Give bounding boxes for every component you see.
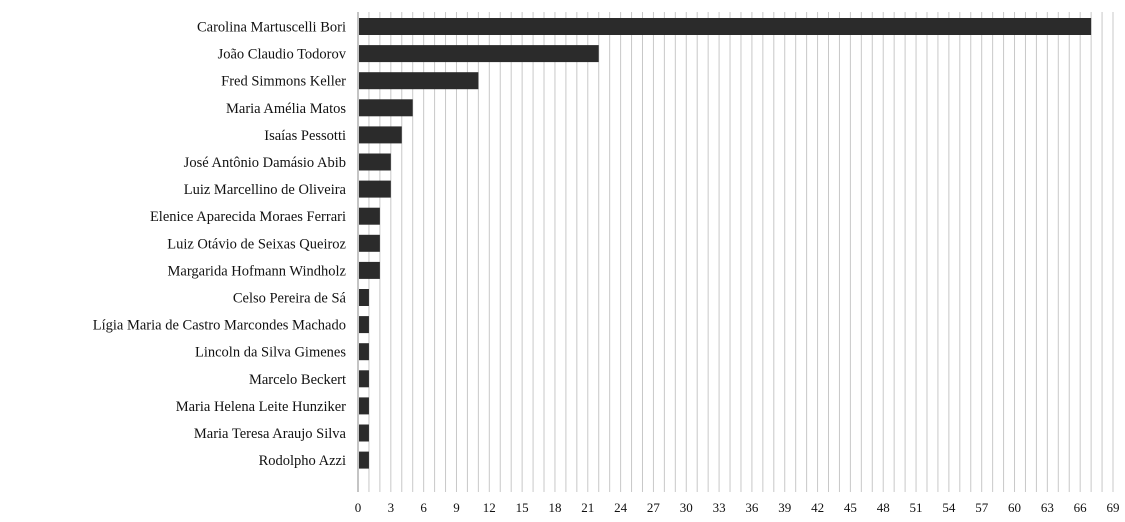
category-label: Margarida Hofmann Windholz <box>168 263 347 279</box>
bar <box>359 289 369 306</box>
bar <box>359 424 369 442</box>
category-label: Maria Helena Leite Hunziker <box>176 399 346 415</box>
x-tick-label: 0 <box>355 500 362 515</box>
category-label: Marcelo Beckert <box>249 372 346 388</box>
bar <box>359 397 369 415</box>
category-label: Celso Pereira de Sá <box>233 291 347 307</box>
bar <box>359 207 380 225</box>
x-tick-label: 30 <box>680 500 693 515</box>
bar <box>359 451 369 469</box>
bar <box>359 180 391 198</box>
category-labels: Carolina Martuscelli Bori João Claudio To… <box>93 20 347 470</box>
bar <box>359 316 369 334</box>
bar <box>359 99 413 117</box>
x-tick-label: 39 <box>778 500 791 515</box>
bar <box>359 72 479 90</box>
x-tick-label: 12 <box>483 500 496 515</box>
x-tick-label: 15 <box>516 500 529 515</box>
bar <box>359 153 391 171</box>
category-label: Luiz Marcellino de Oliveira <box>184 182 347 198</box>
x-tick-label: 63 <box>1041 500 1054 515</box>
x-tick-label: 18 <box>548 500 561 515</box>
x-tick-label: 51 <box>910 500 923 515</box>
x-tick-label: 33 <box>713 500 726 515</box>
category-label: Fred Simmons Keller <box>221 74 346 90</box>
category-label: João Claudio Todorov <box>218 47 347 63</box>
x-tick-label: 9 <box>453 500 460 515</box>
gridlines <box>357 12 1114 492</box>
category-label: Lincoln da Silva Gimenes <box>195 345 346 361</box>
x-tick-label: 6 <box>420 500 427 515</box>
x-tick-label: 24 <box>614 500 628 515</box>
category-label: Lígia Maria de Castro Marcondes Machado <box>93 318 346 334</box>
x-tick-label: 27 <box>647 500 661 515</box>
x-tick-label: 66 <box>1074 500 1088 515</box>
category-label: Maria Teresa Araujo Silva <box>194 426 347 442</box>
bar <box>359 126 402 144</box>
x-tick-labels: 0 3 6 9 12 15 18 21 24 27 30 33 36 39 42 45 48 51 54 57 60 63… <box>355 500 1120 515</box>
category-label: Rodolpho Azzi <box>259 453 346 469</box>
category-label: José Antônio Damásio Abib <box>184 155 346 171</box>
x-tick-label: 54 <box>942 500 956 515</box>
x-tick-label: 42 <box>811 500 824 515</box>
bar <box>359 261 380 279</box>
category-label: Maria Amélia Matos <box>226 101 346 117</box>
x-tick-label: 36 <box>745 500 759 515</box>
category-label: Luiz Otávio de Seixas Queiroz <box>167 236 346 252</box>
x-tick-label: 60 <box>1008 500 1021 515</box>
category-label: Elenice Aparecida Moraes Ferrari <box>150 209 346 225</box>
bar <box>359 45 599 63</box>
bars <box>359 18 1092 469</box>
bar <box>359 18 1092 35</box>
category-label: Isaías Pessotti <box>264 128 346 144</box>
x-tick-label: 48 <box>877 500 890 515</box>
bar <box>359 370 369 388</box>
category-label: Carolina Martuscelli Bori <box>197 20 346 36</box>
bar <box>359 234 380 252</box>
x-tick-label: 45 <box>844 500 857 515</box>
x-tick-label: 3 <box>388 500 395 515</box>
x-tick-label: 21 <box>581 500 594 515</box>
bar <box>359 343 369 361</box>
x-tick-label: 57 <box>975 500 989 515</box>
x-tick-label: 69 <box>1107 500 1120 515</box>
